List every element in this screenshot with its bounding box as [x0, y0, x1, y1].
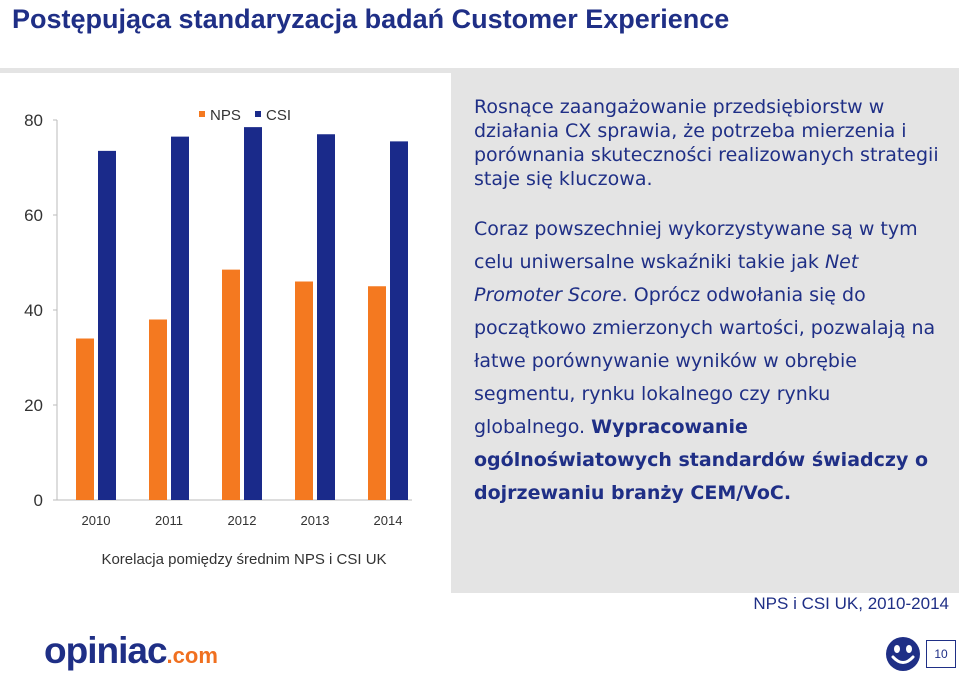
title-bar: Postępująca standaryzacja badań Customer… — [0, 0, 959, 40]
y-tick-label: 0 — [34, 491, 43, 510]
paragraph-intro: Rosnące zaangażowanie przedsiębiorstw w … — [474, 96, 939, 190]
x-tick-label: 2014 — [374, 513, 403, 528]
legend-label-nps: NPS — [210, 107, 241, 124]
legend-label-csi: CSI — [266, 107, 291, 124]
opiniac-logo: opiniac.com — [44, 631, 218, 676]
x-tick-label: 2010 — [82, 513, 111, 528]
legend: NPS CSI — [199, 107, 291, 124]
smiley-face-icon — [886, 637, 920, 671]
bar-csi-2010 — [98, 150, 116, 500]
x-axis-labels: 2010 2011 2012 2013 2014 — [82, 513, 403, 528]
description-text: Rosnące zaangażowanie przedsiębiorstw w … — [474, 95, 944, 510]
bar-csi-2011 — [171, 136, 189, 500]
source-label: NPS i CSI UK, 2010-2014 — [753, 594, 949, 613]
bar-nps-2011 — [149, 319, 167, 500]
y-tick-label: 20 — [24, 396, 43, 415]
bar-nps-2013 — [295, 281, 313, 500]
bar-csi-2012 — [244, 127, 262, 500]
chart-caption: Korelacja pomiędzy średnim NPS i CSI UK — [101, 551, 386, 568]
paragraph-body: Coraz powszechniej wykorzystywane są w t… — [474, 213, 944, 510]
paragraph-body-part1: Coraz powszechniej wykorzystywane są w t… — [474, 218, 918, 273]
x-tick-label: 2012 — [228, 513, 257, 528]
logo-suffix: .com — [166, 643, 218, 668]
y-axis: 0 20 40 60 80 — [24, 111, 412, 510]
bar-chart: 0 20 40 60 80 2010 2011 2012 2013 2014 NPS CSI Ko… — [24, 107, 412, 568]
bar-csi-2013 — [317, 134, 335, 500]
bar-nps-2010 — [76, 338, 94, 500]
paragraph-body-bold: Wypracowanie ogólnoświatowych standardów… — [474, 416, 928, 504]
bar-csi-2014 — [390, 141, 408, 500]
paragraph-body-part2: . Oprócz odwołania się do początkowo zmi… — [474, 284, 936, 438]
bars — [76, 127, 408, 500]
x-tick-label: 2011 — [155, 513, 183, 528]
logo-text: opiniac — [44, 630, 168, 671]
y-tick-label: 80 — [24, 111, 43, 130]
legend-swatch-csi — [255, 111, 261, 117]
paragraph-body-italic: Net Promoter Score — [474, 251, 859, 306]
legend-swatch-nps — [199, 111, 205, 117]
bar-nps-2014 — [368, 286, 386, 500]
y-tick-label: 40 — [24, 301, 43, 320]
y-tick-label: 60 — [24, 206, 43, 225]
bar-nps-2012 — [222, 269, 240, 500]
slide-title: Postępująca standaryzacja badań Customer… — [12, 4, 730, 34]
x-tick-label: 2013 — [301, 513, 330, 528]
page-number: 10 — [926, 640, 956, 668]
